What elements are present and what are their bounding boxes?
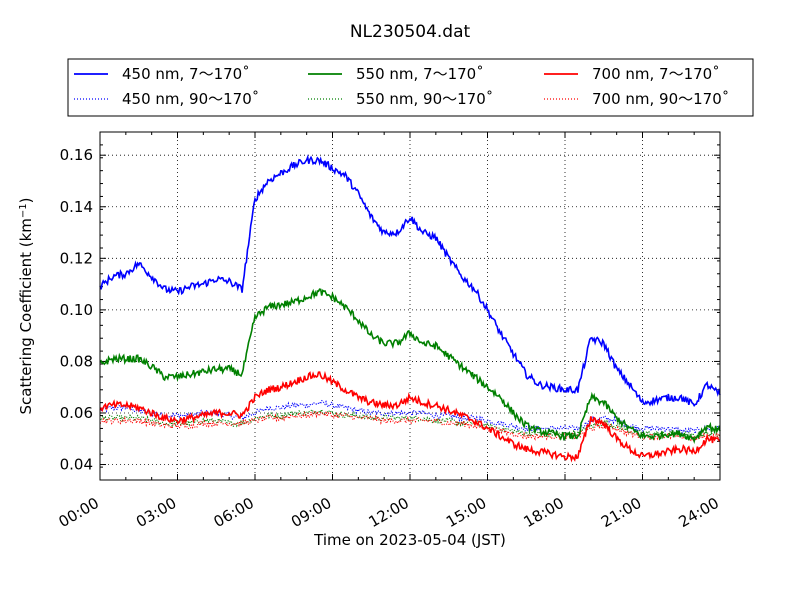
grid: [99, 132, 721, 480]
chart-title: NL230504.dat: [350, 22, 471, 42]
y-axis-title-superscript: −1: [18, 203, 29, 218]
y-tick-label: 0.04: [60, 456, 93, 474]
y-tick-label: 0.12: [60, 249, 93, 267]
legend-label: 550 nm, 90～170˚: [356, 90, 493, 108]
y-tick-label: 0.10: [60, 301, 93, 319]
series-line-5: [99, 410, 721, 442]
y-tick-label: 0.06: [60, 404, 93, 422]
series-line-4: [99, 370, 721, 463]
series-line-2: [99, 288, 721, 444]
y-tick-label: 0.16: [60, 146, 93, 164]
y-tick-label: 0.08: [60, 352, 93, 370]
y-tick-labels: 0.04 0.06 0.08 0.10 0.12 0.14 0.16: [60, 146, 93, 473]
y-tick-label: 0.14: [60, 198, 93, 216]
y-axis-title: Scattering Coefficient (km−1): [17, 197, 35, 414]
legend-label: 700 nm, 90～170˚: [592, 90, 729, 108]
series-line-0: [99, 154, 721, 408]
x-axis-title: Time on 2023-05-04 (JST): [313, 531, 506, 549]
legend: 450 nm, 7～170˚ 550 nm, 7～170˚ 700 nm, 7～17…: [67, 58, 754, 117]
legend-label: 450 nm, 90～170˚: [122, 90, 259, 108]
legend-label: 450 nm, 7～170˚: [122, 65, 250, 83]
legend-label: 700 nm, 7～170˚: [592, 65, 720, 83]
legend-label: 550 nm, 7～170˚: [356, 65, 484, 83]
y-axis-title-main: Scattering Coefficient (km: [17, 218, 35, 414]
y-axis-title-suffix: ): [17, 197, 35, 203]
legend-box: [67, 58, 754, 117]
plot-frame: [99, 131, 721, 481]
series-group: [99, 154, 721, 463]
series-line-3: [99, 407, 721, 440]
